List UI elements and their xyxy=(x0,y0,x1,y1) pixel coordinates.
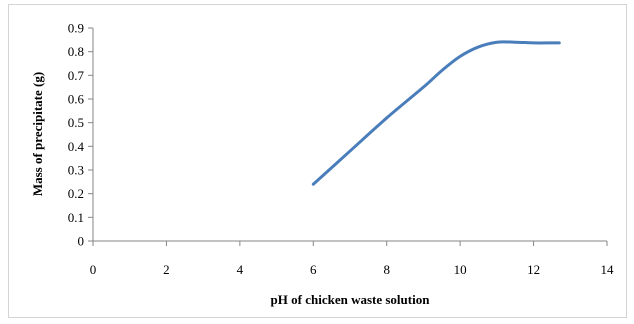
x-tick-label: 12 xyxy=(527,262,540,277)
x-tick-label: 4 xyxy=(237,262,244,277)
plot-area: 0 0.1 0.2 0.3 0.4 0.5 0.6 0.7 0.8 0.9 0 2 4 6 8 10 12 14 xyxy=(68,21,614,278)
x-tick-label: 14 xyxy=(601,262,615,277)
chart-frame xyxy=(8,4,627,318)
y-tick-label: 0.1 xyxy=(68,210,84,225)
y-tick-label: 0.7 xyxy=(68,68,85,83)
y-tick-label: 0.9 xyxy=(68,21,84,36)
y-tick-label: 0.3 xyxy=(68,163,84,178)
y-axis-title: Mass of precipitate (g) xyxy=(30,72,45,196)
y-tick-label: 0.4 xyxy=(68,139,85,154)
x-tick-label: 2 xyxy=(163,262,170,277)
x-tick-label: 10 xyxy=(454,262,467,277)
series-line xyxy=(311,40,561,186)
y-tick-label: 0.5 xyxy=(68,115,84,130)
y-tick-label: 0 xyxy=(78,234,85,249)
y-tick-label: 0.8 xyxy=(68,44,84,59)
x-tick-label: 6 xyxy=(310,262,317,277)
x-tick-label: 0 xyxy=(90,262,97,277)
y-tick-label: 0.2 xyxy=(68,186,84,201)
x-tick-label: 8 xyxy=(383,262,390,277)
x-axis-title: pH of chicken waste solution xyxy=(271,292,431,307)
y-tick-label: 0.6 xyxy=(68,92,85,107)
